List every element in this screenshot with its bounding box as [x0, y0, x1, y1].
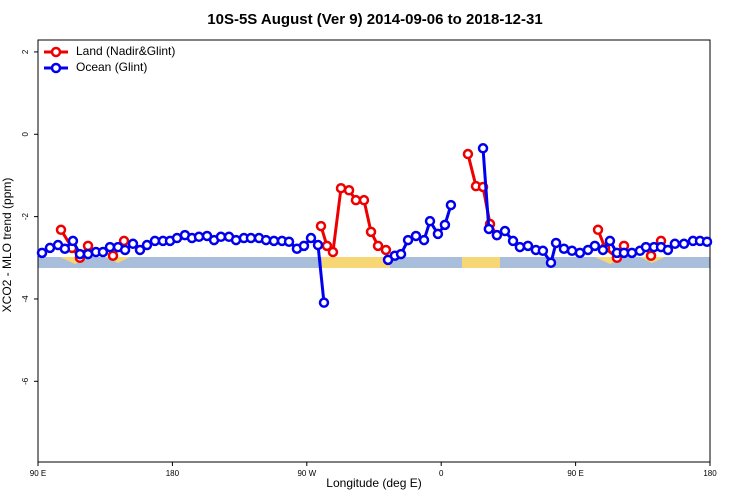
x-tick-label: 180 — [703, 469, 717, 478]
point — [701, 236, 713, 247]
point — [597, 244, 609, 256]
point — [312, 239, 324, 251]
point — [36, 247, 48, 259]
point — [215, 231, 227, 243]
x-tick-label: 180 — [166, 469, 180, 478]
y-tick-label: -6 — [21, 377, 30, 385]
point — [127, 238, 139, 250]
x-tick-label: 90 E — [30, 469, 46, 478]
y-axis-label: XCO2 - MLO trend (ppm) — [0, 178, 14, 313]
y-tick-label: -2 — [21, 213, 30, 221]
point — [545, 257, 557, 268]
point — [477, 143, 489, 154]
point — [358, 194, 370, 206]
point — [522, 240, 534, 252]
land-strip — [60, 257, 665, 264]
point — [432, 228, 444, 240]
point — [574, 247, 586, 259]
y-tick-label: 0 — [21, 132, 30, 137]
point — [669, 238, 681, 250]
point — [245, 232, 257, 244]
point — [318, 297, 330, 308]
legend-label: Ocean (Glint) — [76, 60, 147, 74]
y-tick-label: -4 — [21, 295, 30, 303]
point — [418, 234, 430, 246]
point — [283, 236, 295, 247]
point — [410, 230, 422, 242]
point — [604, 235, 616, 247]
point — [550, 237, 562, 249]
point — [558, 243, 570, 254]
point — [298, 240, 310, 252]
point — [626, 247, 638, 259]
point — [592, 224, 604, 236]
point — [395, 248, 407, 260]
point — [645, 250, 657, 261]
point — [483, 223, 495, 235]
point — [439, 219, 451, 231]
point — [514, 241, 526, 253]
point — [97, 246, 109, 258]
point — [134, 244, 146, 256]
point — [507, 235, 519, 247]
point — [424, 215, 436, 227]
x-tick-label: 0 — [439, 469, 444, 478]
point — [537, 245, 549, 257]
point — [640, 241, 652, 253]
chart-title: 10S-5S August (Ver 9) 2014-09-06 to 2018… — [207, 11, 542, 28]
x-tick-label: 90 W — [297, 469, 316, 478]
point — [350, 194, 362, 206]
point — [55, 224, 67, 236]
point — [445, 199, 457, 211]
land-strip — [322, 257, 390, 268]
x-axis-label: Longitude (deg E) — [326, 476, 421, 490]
point — [678, 238, 690, 250]
point — [82, 240, 94, 252]
x-tick-label: 90 E — [567, 469, 583, 478]
land-strip — [462, 257, 500, 268]
map-strip — [38, 257, 710, 268]
series-line — [41, 148, 708, 303]
point — [149, 235, 161, 247]
point — [365, 226, 377, 238]
point — [141, 239, 153, 251]
point — [107, 250, 119, 261]
point — [119, 244, 131, 256]
point — [462, 148, 474, 160]
y-tick-label: 2 — [21, 49, 30, 54]
legend-marker — [50, 62, 62, 74]
point — [327, 246, 339, 258]
point — [268, 235, 280, 247]
point — [372, 240, 384, 252]
point — [343, 185, 355, 196]
point — [193, 231, 205, 243]
point — [662, 244, 674, 256]
point — [589, 240, 601, 252]
point — [59, 243, 71, 254]
point — [380, 244, 392, 256]
point — [305, 232, 317, 244]
point — [402, 234, 414, 246]
point — [104, 241, 116, 253]
legend-marker — [50, 46, 62, 58]
point — [315, 220, 327, 232]
point — [335, 182, 347, 194]
point — [499, 225, 511, 237]
point — [67, 235, 79, 247]
point — [44, 242, 56, 254]
legend-label: Land (Nadir&Glint) — [76, 44, 175, 58]
point — [491, 229, 503, 241]
point — [74, 248, 86, 260]
